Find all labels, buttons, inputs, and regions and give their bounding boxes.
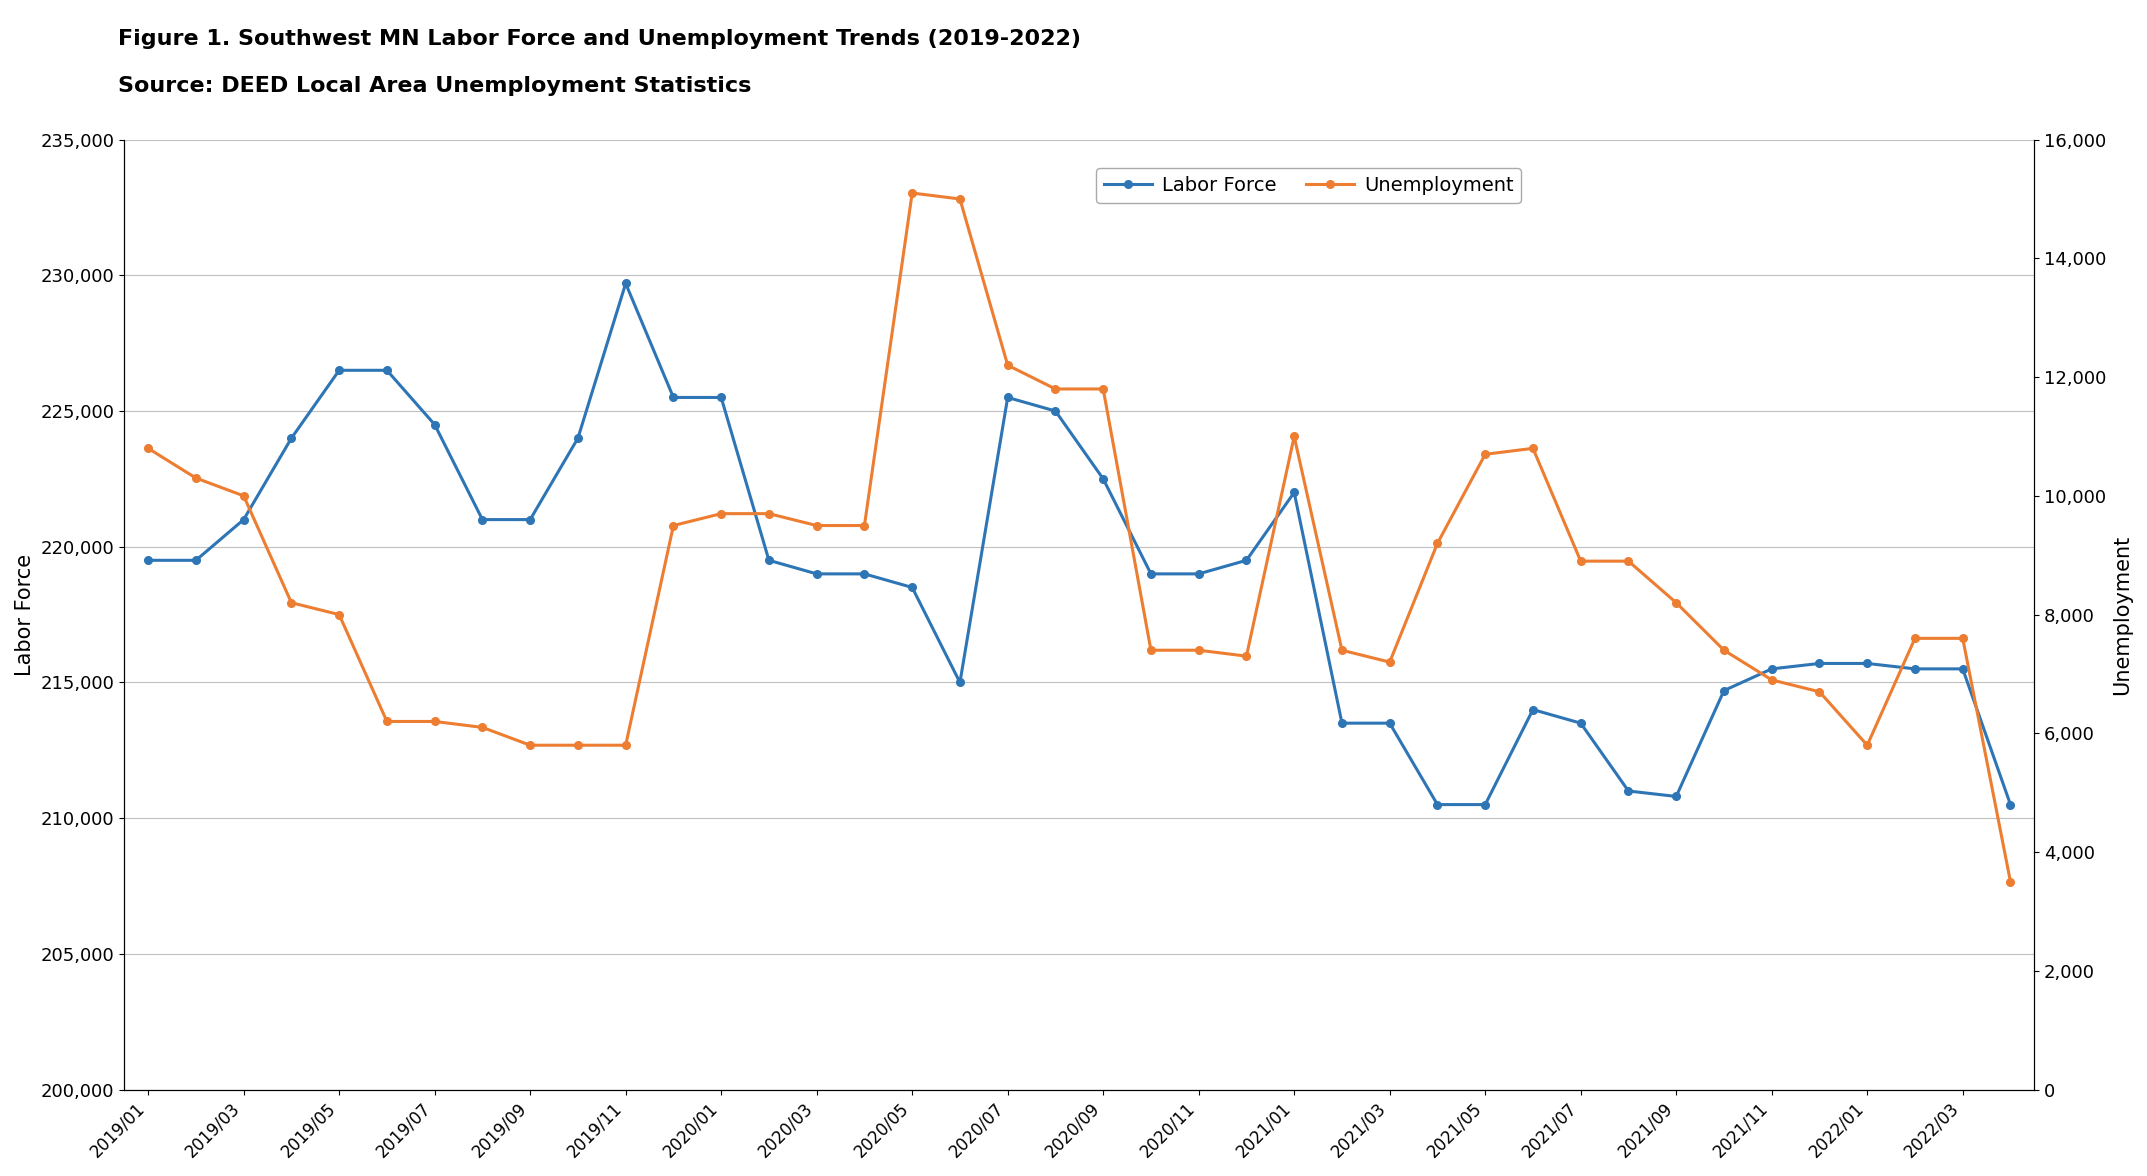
Unemployment [852, 519, 878, 533]
Labor Force [1806, 656, 1831, 670]
Unemployment [1329, 643, 1355, 657]
Unemployment [1091, 382, 1116, 396]
Unemployment [326, 608, 352, 622]
Labor Force [565, 432, 590, 446]
Unemployment [1235, 649, 1260, 663]
Unemployment [1567, 554, 1593, 568]
Unemployment [1138, 643, 1164, 657]
Labor Force [1758, 662, 1784, 676]
Unemployment [182, 470, 208, 485]
Labor Force [1282, 486, 1308, 500]
Labor Force [1235, 553, 1260, 567]
Unemployment [1949, 632, 1975, 646]
Labor Force [1520, 702, 1546, 716]
Labor Force [900, 581, 925, 595]
Labor Force [1185, 567, 1211, 581]
Unemployment [1806, 684, 1831, 699]
Labor Force [279, 432, 305, 446]
Text: Source: DEED Local Area Unemployment Statistics: Source: DEED Local Area Unemployment Sta… [118, 76, 751, 96]
Labor Force [1473, 797, 1499, 811]
Labor Force [1138, 567, 1164, 581]
Unemployment [1902, 632, 1928, 646]
Unemployment [517, 739, 543, 753]
Labor Force [1376, 716, 1402, 730]
Unemployment [612, 739, 638, 753]
Labor Force [517, 513, 543, 527]
Labor Force [1997, 797, 2022, 811]
Unemployment [565, 739, 590, 753]
Unemployment [135, 441, 161, 455]
Unemployment [900, 186, 925, 200]
Labor Force [1711, 683, 1737, 697]
Unemployment [1185, 643, 1211, 657]
Labor Force [1091, 472, 1116, 486]
Unemployment [709, 507, 734, 521]
Labor Force [852, 567, 878, 581]
Labor Force [230, 513, 255, 527]
Labor Force [421, 417, 447, 432]
Labor Force [135, 553, 161, 567]
Unemployment [1520, 441, 1546, 455]
Labor Force [1329, 716, 1355, 730]
Labor Force [182, 553, 208, 567]
Labor Force [1567, 716, 1593, 730]
Y-axis label: Labor Force: Labor Force [15, 554, 34, 676]
Unemployment [947, 192, 973, 206]
Labor Force [947, 675, 973, 689]
Labor Force [1615, 784, 1640, 799]
Labor Force [1949, 662, 1975, 676]
Unemployment [374, 714, 399, 728]
Labor Force [994, 390, 1020, 405]
Unemployment [661, 519, 687, 533]
Unemployment [1997, 875, 2022, 889]
Labor Force [1426, 797, 1451, 811]
Unemployment [1043, 382, 1069, 396]
Labor Force [1043, 405, 1069, 419]
Labor Force [326, 363, 352, 377]
Unemployment [470, 721, 496, 735]
Labor Force [803, 567, 829, 581]
Labor Force [612, 276, 638, 290]
Unemployment [994, 359, 1020, 373]
Unemployment [421, 714, 447, 728]
Labor Force [374, 363, 399, 377]
Line: Unemployment: Unemployment [144, 189, 2014, 886]
Unemployment [803, 519, 829, 533]
Labor Force [1855, 656, 1881, 670]
Unemployment [1711, 643, 1737, 657]
Y-axis label: Unemployment: Unemployment [2113, 534, 2132, 695]
Labor Force [756, 553, 782, 567]
Unemployment [1426, 536, 1451, 550]
Unemployment [1855, 739, 1881, 753]
Unemployment [1758, 673, 1784, 687]
Line: Labor Force: Labor Force [144, 280, 2014, 808]
Unemployment [1473, 447, 1499, 461]
Unemployment [279, 596, 305, 610]
Labor Force [661, 390, 687, 405]
Unemployment [1664, 596, 1690, 610]
Text: Figure 1. Southwest MN Labor Force and Unemployment Trends (2019-2022): Figure 1. Southwest MN Labor Force and U… [118, 29, 1082, 49]
Legend: Labor Force, Unemployment: Labor Force, Unemployment [1095, 168, 1522, 203]
Unemployment [1615, 554, 1640, 568]
Unemployment [1282, 429, 1308, 443]
Labor Force [470, 513, 496, 527]
Labor Force [1664, 789, 1690, 803]
Labor Force [1902, 662, 1928, 676]
Unemployment [230, 489, 255, 503]
Unemployment [756, 507, 782, 521]
Unemployment [1376, 655, 1402, 669]
Labor Force [709, 390, 734, 405]
